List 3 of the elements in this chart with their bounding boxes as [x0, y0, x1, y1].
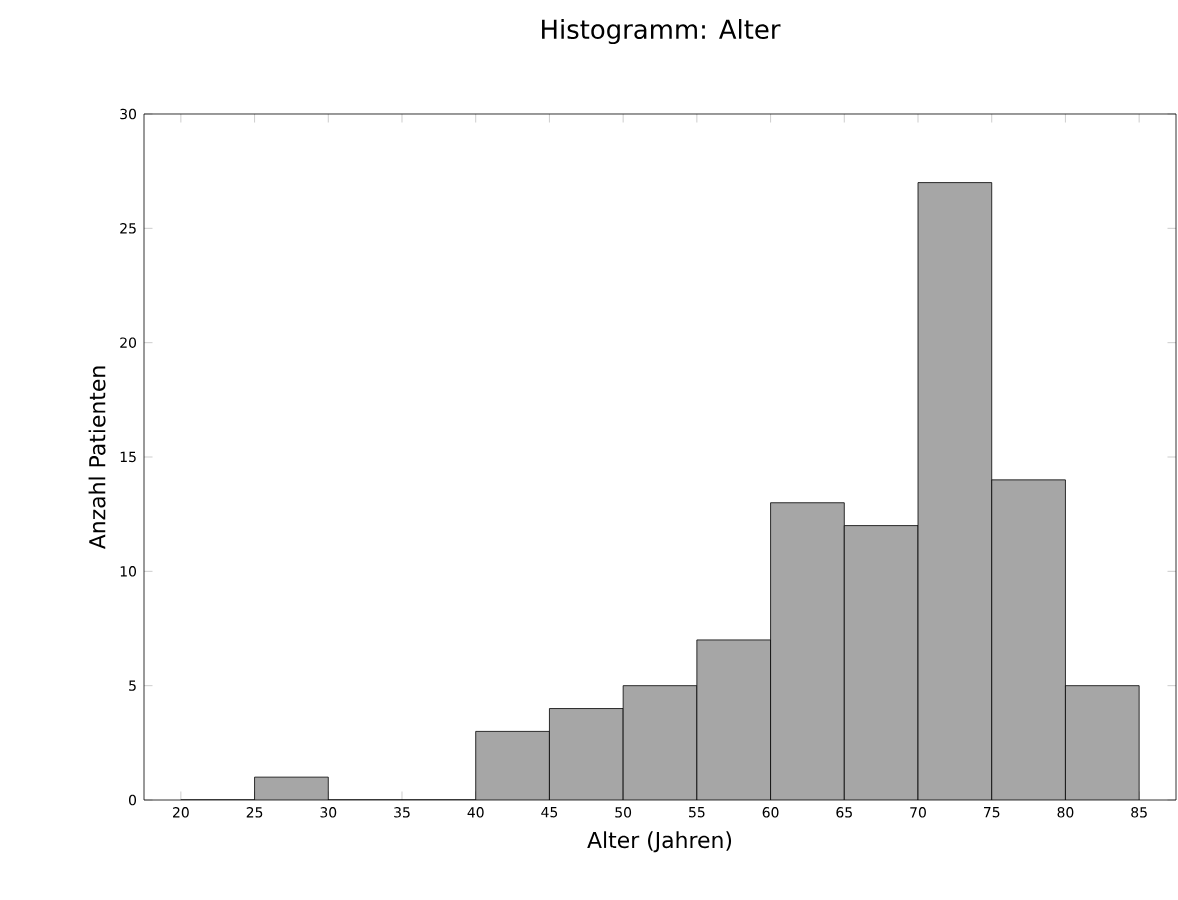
x-axis-title: Alter (Jahren): [587, 831, 732, 853]
y-axis-title: Anzahl Patienten: [88, 366, 106, 550]
chart-title: Histogramm: Alter: [542, 19, 781, 45]
